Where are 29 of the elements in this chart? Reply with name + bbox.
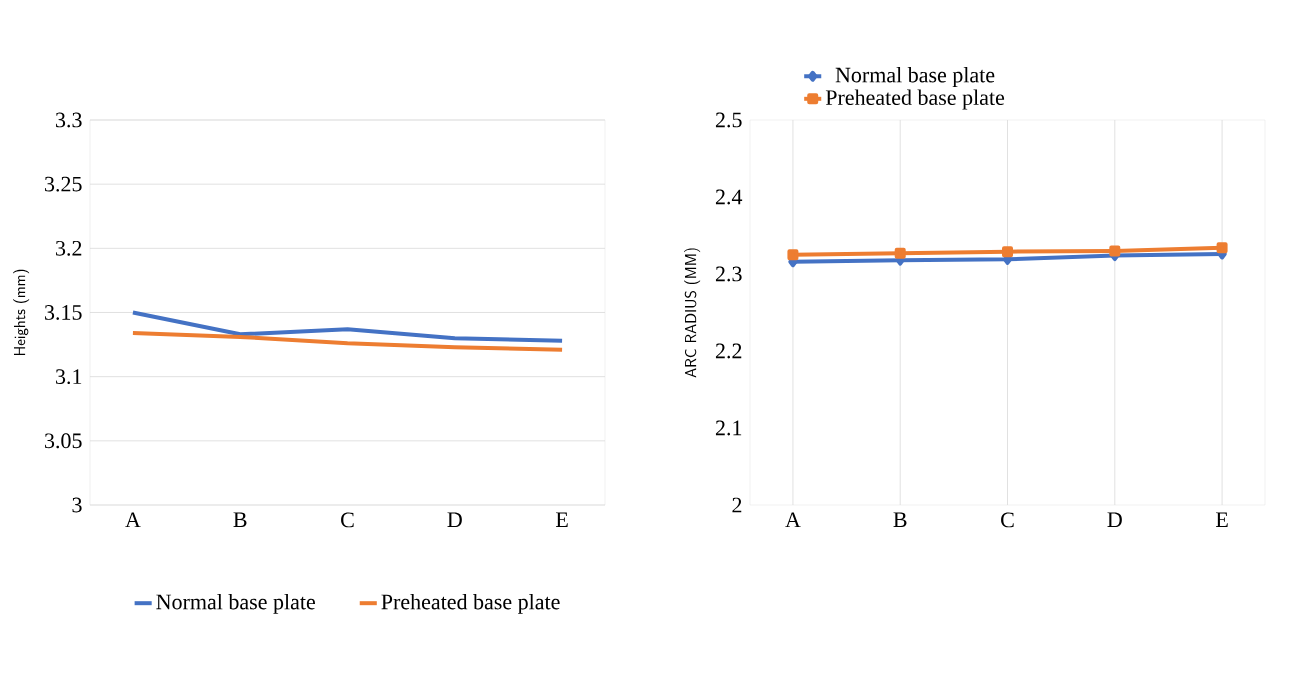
legend-label: Preheated base plate [825,89,1005,110]
y-tick-label: 2.3 [715,266,742,282]
y-tick-label: 3.05 [45,433,82,449]
y-tick-label: 2.1 [715,420,742,436]
x-tick-label: C [341,512,354,528]
y-tick-label: 3 [72,497,82,513]
y-axis-title: ARC RADIUS (MM) [684,248,701,378]
x-tick-label: D [1107,512,1122,527]
y-tick-label: 2.2 [715,343,742,359]
x-tick-label: A [785,512,801,528]
x-tick-label: A [125,512,141,528]
x-tick-label: B [233,512,247,527]
legend-label: Normal base plate [835,66,995,87]
y-tick-label: 3.1 [56,369,82,385]
y-tick-label: 2 [732,497,742,513]
legend-label: Normal base plate [156,593,315,614]
y-tick-label: 3.25 [45,176,82,192]
x-tick-label: D [447,512,462,527]
y-axis-title: Heights (mm) [13,269,30,356]
x-tick-label: B [893,512,907,527]
y-tick-label: 2.4 [715,189,743,205]
y-tick-label: 3.15 [45,305,82,320]
y-tick-label: 3.3 [56,112,82,128]
x-tick-label: E [555,512,568,527]
x-tick-label: E [1216,512,1228,527]
y-tick-label: 2.5 [715,112,742,128]
x-tick-label: C [1001,512,1014,528]
y-tick-label: 3.2 [56,240,82,256]
legend-label: Preheated base plate [381,593,560,614]
